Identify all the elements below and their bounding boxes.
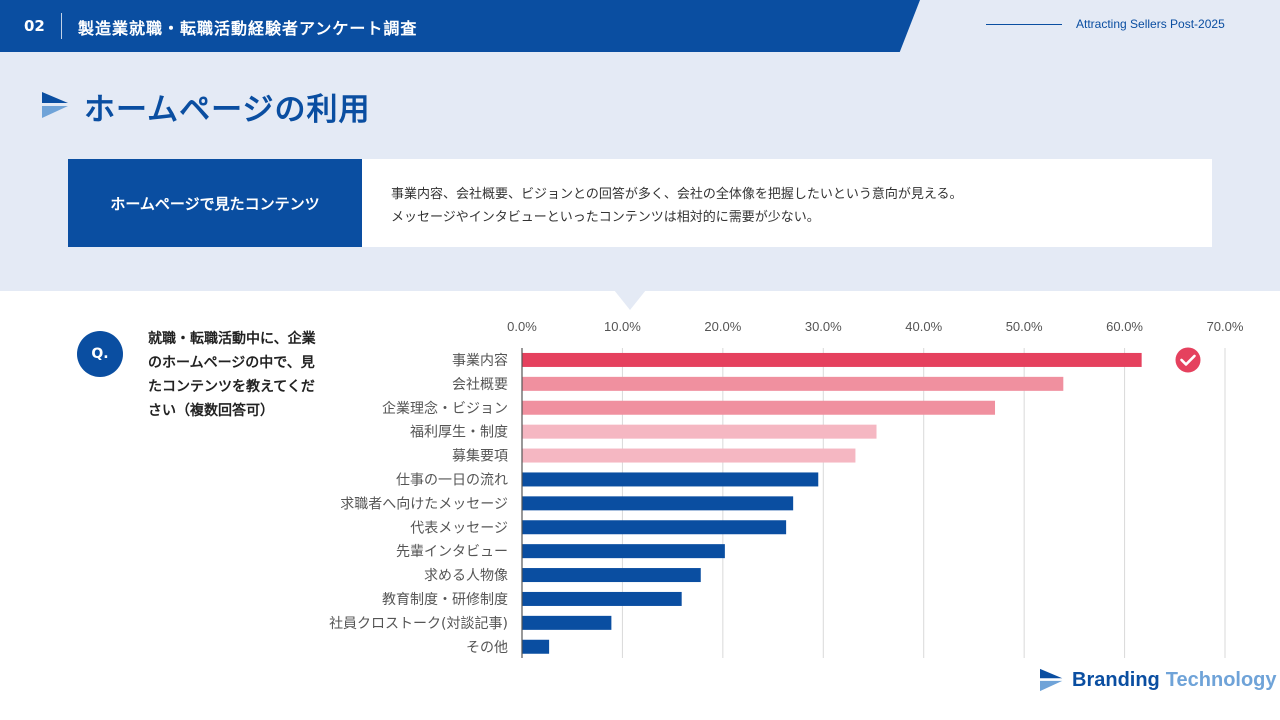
category-label: 企業理念・ビジョン (382, 400, 508, 417)
bar (522, 639, 550, 654)
bar (522, 424, 877, 439)
category-label: その他 (466, 640, 508, 656)
bar (522, 448, 856, 463)
bar (522, 400, 996, 415)
x-tick-label: 60.0% (1106, 319, 1143, 334)
summary-text: 事業内容、会社概要、ビジョンとの回答が多く、会社の全体像を把握したいという意向が… (391, 183, 962, 229)
category-label: 社員クロストーク(対談記事) (329, 615, 508, 632)
check-mark (1180, 354, 1196, 366)
category-label: 仕事の一日の流れ (396, 472, 508, 488)
summary-box: ホームページで見たコンテンツ 事業内容、会社概要、ビジョンとの回答が多く、会社の… (68, 159, 1212, 247)
header-band (0, 0, 920, 52)
x-tick-label: 30.0% (805, 319, 842, 334)
survey-title: 製造業就職・転職活動経験者アンケート調査 (78, 19, 418, 38)
bar (522, 568, 701, 583)
x-tick-label: 0.0% (507, 319, 537, 334)
x-tick-label: 40.0% (905, 319, 942, 334)
logo-arrow-icon (1040, 668, 1063, 692)
x-tick-label: 10.0% (604, 319, 641, 334)
brand-word-1: Branding (1072, 668, 1160, 691)
category-label: 事業内容 (452, 352, 508, 369)
category-label: 福利厚生・制度 (410, 425, 508, 441)
title-arrow-icon (42, 92, 68, 118)
category-label: 代表メッセージ (410, 520, 508, 536)
bar (522, 544, 725, 559)
x-tick-label: 70.0% (1207, 319, 1244, 334)
category-label: 会社概要 (452, 377, 508, 393)
summary-label: ホームページで見たコンテンツ (68, 159, 362, 247)
brand-logo: Branding Technology (1040, 668, 1277, 692)
tagline: Attracting Sellers Post-2025 (1076, 17, 1225, 31)
bar (522, 376, 1064, 391)
x-tick-label: 20.0% (704, 319, 741, 334)
check-icon (1175, 347, 1201, 373)
category-label: 教育制度・研修制度 (382, 592, 508, 608)
brand-word-2: Technology (1165, 668, 1277, 691)
x-tick-label: 50.0% (1006, 319, 1043, 334)
page-title: ホームページの利用 (84, 92, 371, 128)
section-pointer (614, 290, 646, 310)
summary-line-1: 事業内容、会社概要、ビジョンとの回答が多く、会社の全体像を把握したいという意向が… (391, 187, 963, 202)
bar (522, 496, 794, 511)
question-text: 就職・転職活動中に、企業のホームページの中で、見たコンテンツを教えてください（複… (148, 331, 316, 419)
question-badge: Q. (77, 331, 123, 377)
bar (522, 472, 819, 487)
category-label: 求職者へ向けたメッセージ (340, 496, 508, 512)
bar (522, 591, 682, 606)
header-divider (61, 13, 62, 39)
bar (522, 520, 787, 535)
category-label: 先輩インタビュー (396, 544, 508, 560)
page-number: 02 (24, 17, 45, 35)
tagline-rule (986, 24, 1062, 25)
bar (522, 352, 1142, 367)
category-label: 求める人物像 (424, 568, 508, 584)
category-label: 募集要項 (452, 448, 508, 465)
bar (522, 615, 612, 630)
summary-line-2: メッセージやインタビューといったコンテンツは相対的に需要が少ない。 (391, 210, 820, 225)
